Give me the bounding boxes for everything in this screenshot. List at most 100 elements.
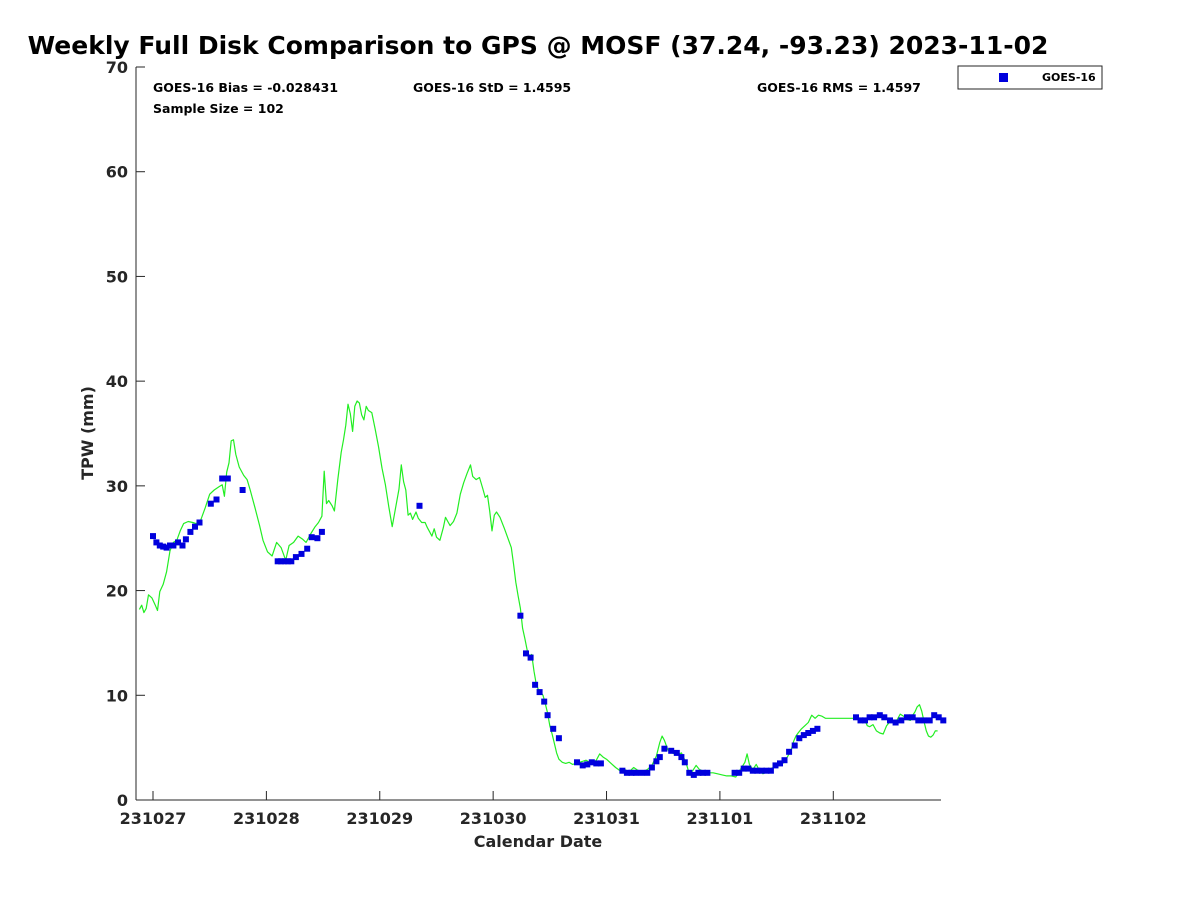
goes16-point — [898, 717, 905, 724]
goes16-series — [150, 475, 947, 778]
y-tick-label: 60 — [106, 163, 128, 182]
goes16-point — [288, 558, 295, 565]
goes16-point — [207, 500, 214, 507]
plot-area — [135, 67, 941, 801]
x-tick-label: 231030 — [460, 809, 527, 828]
goes16-point — [150, 533, 156, 540]
goes16-point — [224, 475, 231, 482]
goes16-point — [274, 558, 281, 565]
goes16-point — [574, 759, 580, 766]
y-tick-label: 30 — [106, 477, 128, 496]
goes16-point — [673, 749, 680, 756]
legend-box — [957, 65, 1103, 90]
goes16-point — [926, 717, 933, 724]
goes16-point — [648, 764, 655, 771]
goes16-point — [416, 502, 423, 509]
goes16-point — [745, 765, 752, 772]
goes16-point — [800, 732, 807, 739]
y-tick-label: 10 — [106, 686, 128, 705]
goes16-point — [749, 767, 756, 774]
goes16-point — [517, 612, 524, 619]
goes16-point — [796, 735, 803, 742]
goes16-point — [167, 542, 173, 549]
goes16-point — [156, 542, 163, 549]
goes16-point — [284, 558, 291, 565]
goes16-point — [678, 754, 685, 761]
x-axis-label: Calendar Date — [474, 832, 603, 851]
goes16-point — [786, 748, 793, 755]
goes16-point — [579, 762, 586, 769]
goes16-point — [754, 767, 761, 774]
goes16-point — [593, 760, 600, 767]
goes16-point — [308, 534, 315, 541]
goes16-point — [219, 475, 226, 482]
goes16-point — [160, 543, 167, 550]
bias-stat: GOES-16 Bias = -0.028431 — [153, 80, 338, 95]
goes16-point — [758, 767, 765, 774]
y-tick-label: 70 — [106, 58, 128, 77]
goes16-point — [292, 554, 299, 561]
goes16-point — [633, 769, 639, 776]
goes16-point — [653, 758, 660, 765]
goes16-point — [871, 714, 878, 721]
goes16-point — [527, 654, 534, 661]
goes16-point — [550, 725, 557, 732]
goes16-point — [619, 767, 626, 774]
goes16-point — [866, 714, 873, 721]
y-axis: 0 10 20 30 40 50 60 70 — [106, 58, 145, 810]
goes16-point — [915, 717, 922, 724]
goes16-point — [182, 536, 189, 543]
legend-label-goes16: GOES-16 — [1042, 71, 1096, 84]
rms-stat: GOES-16 RMS = 1.4597 — [757, 80, 921, 95]
goes16-point — [187, 528, 194, 535]
goes16-point — [704, 769, 711, 776]
goes16-point — [876, 712, 883, 719]
goes16-point — [318, 528, 325, 535]
goes16-point — [931, 712, 938, 719]
sample-size-stat: Sample Size = 102 — [153, 101, 284, 116]
goes16-point — [644, 769, 651, 776]
goes16-point — [298, 550, 305, 557]
goes16-point — [196, 519, 203, 526]
legend-marker-goes16 — [999, 73, 1008, 82]
goes16-point — [853, 714, 859, 721]
goes16-point — [686, 769, 693, 776]
goes16-point — [740, 765, 747, 772]
goes16-point — [555, 735, 562, 742]
goes16-point — [862, 717, 868, 724]
goes16-point — [904, 714, 910, 721]
goes16-point — [921, 717, 927, 724]
goes16-point — [239, 487, 246, 493]
y-tick-label: 40 — [106, 372, 128, 391]
goes16-point — [541, 698, 548, 705]
goes16-point — [668, 747, 675, 754]
chart-title: Weekly Full Disk Comparison to GPS @ MOS… — [28, 31, 1049, 60]
y-tick-label: 0 — [117, 791, 128, 810]
goes16-point — [628, 769, 635, 776]
goes16-point — [278, 558, 285, 565]
goes16-point — [791, 742, 798, 749]
y-axis-label: TPW (mm) — [78, 386, 97, 480]
goes16-point — [681, 759, 688, 766]
series-layer — [138, 400, 947, 778]
goes16-point — [536, 689, 543, 696]
goes16-point — [584, 761, 591, 768]
goes16-point — [638, 769, 645, 776]
goes16-point — [281, 558, 288, 565]
goes16-point — [809, 727, 816, 734]
x-tick-label: 231028 — [233, 809, 300, 828]
x-tick-label: 231027 — [120, 809, 187, 828]
goes16-point — [192, 523, 198, 530]
goes16-point — [690, 771, 697, 778]
goes16-point — [699, 769, 706, 776]
goes16-point — [213, 496, 220, 503]
goes16-point — [170, 542, 177, 549]
goes16-point — [695, 769, 702, 776]
goes16-point — [179, 542, 186, 549]
x-axis: 231027 231028 231029 231030 231031 231101 2311… — [120, 791, 867, 828]
goes16-point — [935, 714, 942, 721]
gps-series-line — [138, 400, 938, 778]
y-tick-label: 20 — [106, 582, 128, 601]
goes16-point — [767, 767, 774, 774]
